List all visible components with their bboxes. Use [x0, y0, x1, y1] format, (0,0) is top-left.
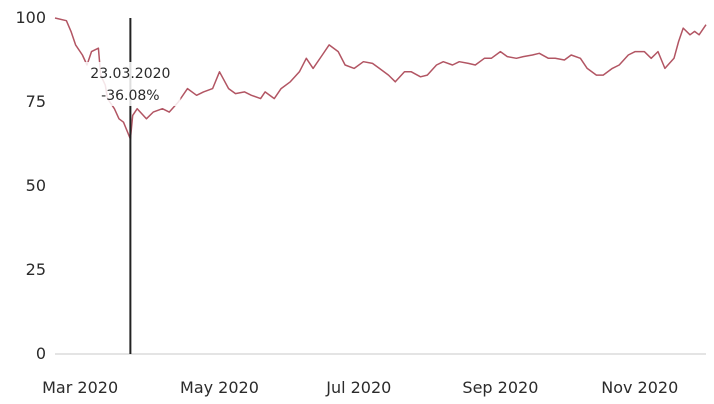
y-tick-label: 50 [26, 176, 46, 195]
y-tick-label: 0 [36, 344, 46, 363]
annotation-date-label: 23.03.2020 [90, 66, 170, 82]
y-tick-label: 75 [26, 92, 46, 111]
annotation-value-label: -36.08% [101, 88, 159, 104]
x-tick-label: May 2020 [180, 378, 259, 397]
x-tick-label: Mar 2020 [42, 378, 118, 397]
x-tick-label: Jul 2020 [325, 378, 391, 397]
x-axis-ticks: Mar 2020 May 2020 Jul 2020 Sep 2020 Nov 2020 [42, 378, 678, 397]
x-tick-label: Sep 2020 [462, 378, 538, 397]
y-axis-ticks: 0 25 50 75 100 [15, 8, 46, 363]
y-tick-label: 25 [26, 260, 46, 279]
x-tick-label: Nov 2020 [601, 378, 678, 397]
y-tick-label: 100 [15, 8, 46, 27]
annotation-label-background [80, 62, 181, 106]
series-line [54, 17, 707, 140]
